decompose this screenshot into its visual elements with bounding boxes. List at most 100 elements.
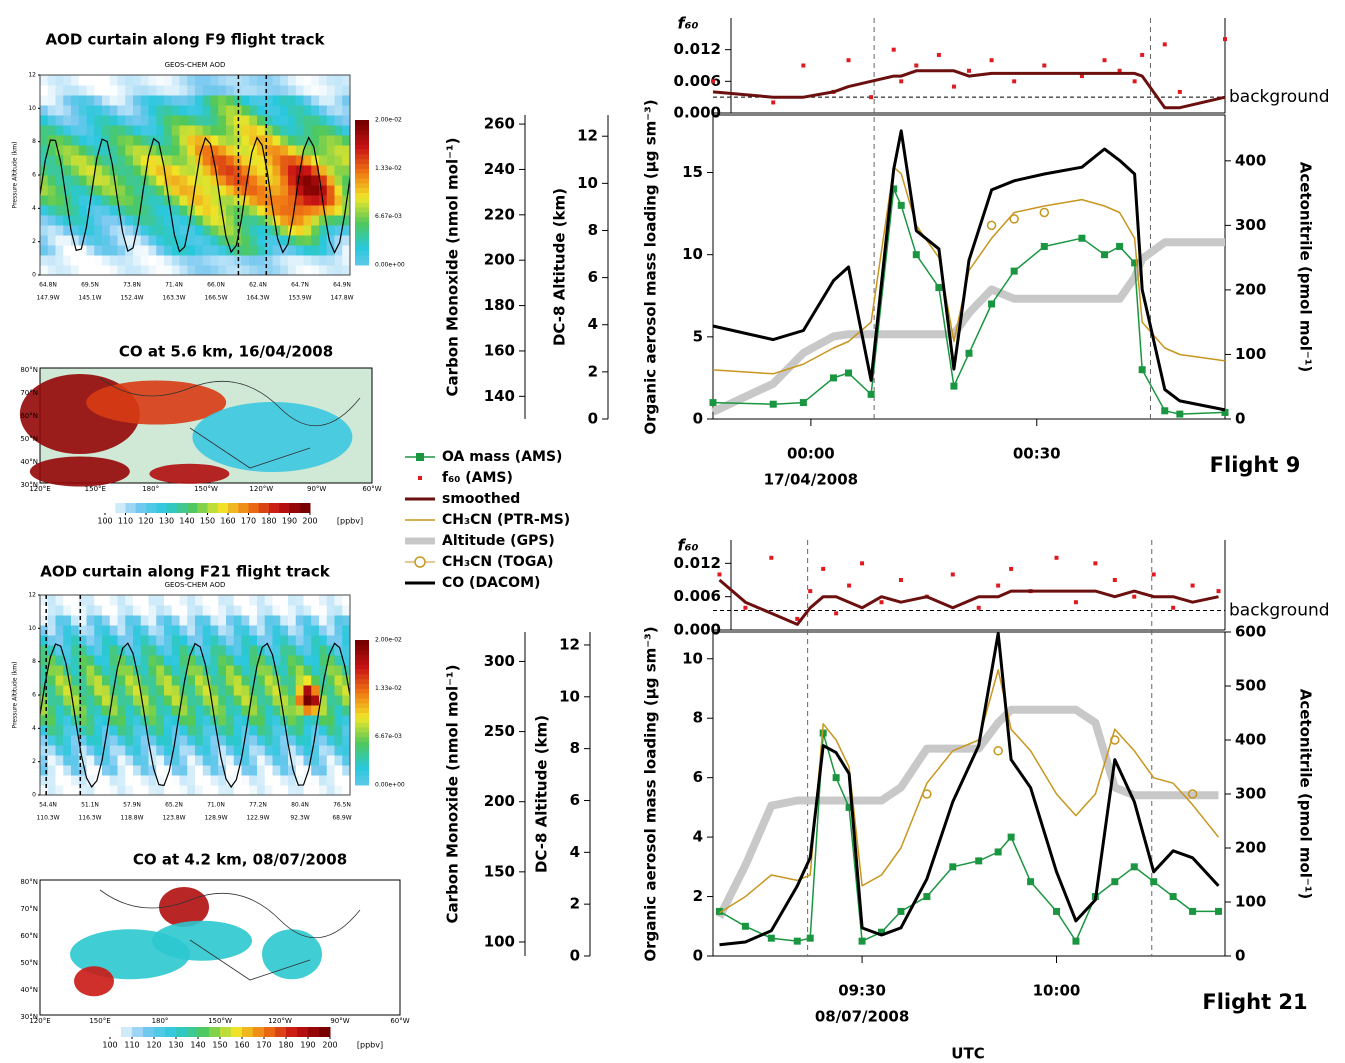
colorbar-cell (269, 503, 280, 513)
aod-cell (140, 115, 149, 126)
aod-cell (63, 615, 72, 626)
y-tick-label: 2 (588, 362, 598, 380)
aod-cell (210, 135, 219, 146)
aod-cell (164, 625, 173, 636)
aod-cell (295, 185, 304, 196)
aod-cell (210, 75, 219, 86)
aod-cell (164, 765, 173, 776)
aod-cell (226, 145, 235, 156)
colorbar-cell (355, 216, 369, 222)
aod-cell (187, 235, 196, 246)
aod-cell (40, 75, 49, 86)
aod-cell (125, 775, 134, 786)
aod-cell (257, 655, 266, 666)
aod-cell (63, 135, 72, 146)
aod-cell (295, 215, 304, 226)
colorbar-cell (355, 260, 369, 266)
aod-cell (86, 785, 95, 796)
aod-cell (117, 705, 126, 716)
marker (847, 583, 852, 588)
aod-cell (257, 125, 266, 136)
aod-cell (86, 675, 95, 686)
aod-cell (86, 145, 95, 156)
aod-cell (303, 715, 312, 726)
aod-cell (226, 675, 235, 686)
aod-cell (295, 695, 304, 706)
aod-cell (334, 625, 343, 636)
lat-label: 77.2N (249, 802, 267, 809)
aod-cell (218, 725, 227, 736)
axis-label: Organic aerosol mass loading (μg sm⁻³) (642, 626, 660, 961)
aod-cell (233, 125, 242, 136)
aod-cell (171, 165, 180, 176)
colorbar-cell (355, 649, 369, 655)
marker (1040, 242, 1048, 250)
aod-cell (280, 605, 289, 616)
aod-cell (148, 215, 157, 226)
marker (1009, 566, 1014, 571)
aod-cell (249, 205, 258, 216)
aod-cell (86, 205, 95, 216)
legend-label: f₆₀ (AMS) (442, 470, 513, 486)
lon-label: 128.9W (204, 815, 227, 822)
lon-label: 150°E (85, 485, 106, 493)
aod-cell (164, 705, 173, 716)
aod-cell (148, 665, 157, 676)
aod-cell (342, 135, 351, 146)
aod-cell (195, 605, 204, 616)
aod-cell (179, 205, 188, 216)
aod-cell (295, 715, 304, 726)
aod-cell (148, 175, 157, 186)
aod-cell (40, 185, 49, 196)
aod-cell (241, 785, 250, 796)
aod-cell (226, 185, 235, 196)
aod-cell (326, 225, 335, 236)
marker (793, 937, 801, 945)
aod-cell (109, 755, 118, 766)
aod-cell (202, 655, 211, 666)
series-line (718, 578, 1219, 626)
aod-cell (40, 135, 49, 146)
aod-cell (102, 105, 111, 116)
marker (986, 220, 997, 231)
y-tick-label: 200 (1235, 839, 1266, 857)
aod-cell (47, 125, 56, 136)
aod-cell (218, 625, 227, 636)
aod-cell (86, 645, 95, 656)
aod-cell (40, 765, 49, 776)
colorbar-cell (355, 765, 369, 771)
aod-cell (272, 695, 281, 706)
aod-cell (319, 755, 328, 766)
y-tick-label: 220 (484, 205, 515, 223)
aod-cell (71, 95, 80, 106)
aod-cell (241, 85, 250, 96)
aod-cell (148, 595, 157, 606)
colorbar-cell (176, 503, 188, 513)
aod-cell (117, 725, 126, 736)
aod-cell (218, 165, 227, 176)
aod-cell (311, 645, 320, 656)
aod-cell (179, 165, 188, 176)
aod-cell (94, 95, 103, 106)
marker (821, 566, 826, 571)
aod-cell (280, 745, 289, 756)
aod-cell (280, 175, 289, 186)
aod-cell (94, 85, 103, 96)
aod-cell (257, 765, 266, 776)
aod-cell (109, 155, 118, 166)
aod-cell (40, 235, 49, 246)
aod-cell (179, 595, 188, 606)
aod-cell (303, 745, 312, 756)
colorbar-cell (355, 770, 369, 776)
aod-cell (86, 225, 95, 236)
aod-cell (117, 715, 126, 726)
marker (1138, 366, 1146, 374)
aod-cell (187, 615, 196, 626)
aod-cell (342, 755, 351, 766)
aod-cell (71, 75, 80, 86)
colorbar-cell (355, 187, 369, 193)
aod-cell (334, 85, 343, 96)
aod-cell (202, 185, 211, 196)
aod-cell (257, 235, 266, 246)
